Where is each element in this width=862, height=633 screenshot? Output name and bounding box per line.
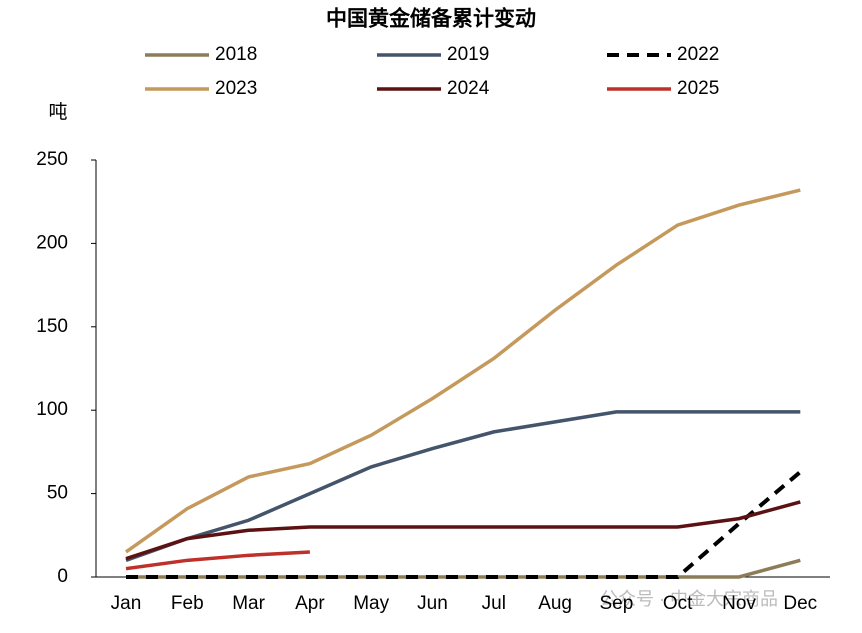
x-tick-label: Sep <box>599 593 633 614</box>
x-tick-label: Feb <box>171 593 204 614</box>
y-tick-label: 100 <box>36 399 68 420</box>
legend-label: 2024 <box>447 78 490 99</box>
legend-label: 2023 <box>215 78 257 99</box>
series-line <box>125 550 310 571</box>
series-line <box>125 410 801 562</box>
x-tick-label: Mar <box>232 593 265 614</box>
series-line <box>126 470 802 579</box>
x-tick-label: Oct <box>663 593 693 614</box>
x-tick-label: Dec <box>783 593 817 614</box>
chart-title: 中国黄金储备累计变动 <box>326 7 536 31</box>
legend-label: 2018 <box>215 44 257 65</box>
y-tick-label: 150 <box>36 316 68 337</box>
series-line <box>124 188 801 554</box>
y-tick-label: 0 <box>57 566 68 587</box>
series-line <box>125 500 801 561</box>
y-tick-label: 250 <box>36 149 68 170</box>
x-tick-label: May <box>353 593 389 614</box>
x-tick-label: Apr <box>295 593 325 614</box>
x-tick-label: Jul <box>482 593 506 614</box>
series-line <box>126 558 801 579</box>
y-tick-label: 50 <box>47 483 68 504</box>
y-tick-label: 200 <box>36 232 68 253</box>
y-axis-label: 吨 <box>48 101 67 123</box>
watermark: 公众号 · 中金大宗商品 <box>600 589 778 609</box>
legend-label: 2019 <box>447 44 489 65</box>
legend-label: 2022 <box>677 44 719 65</box>
x-tick-label: Jan <box>111 593 142 614</box>
x-tick-label: Nov <box>722 593 756 614</box>
x-tick-label: Aug <box>538 593 572 614</box>
legend-label: 2025 <box>677 78 719 99</box>
x-tick-label: Jun <box>417 593 448 614</box>
